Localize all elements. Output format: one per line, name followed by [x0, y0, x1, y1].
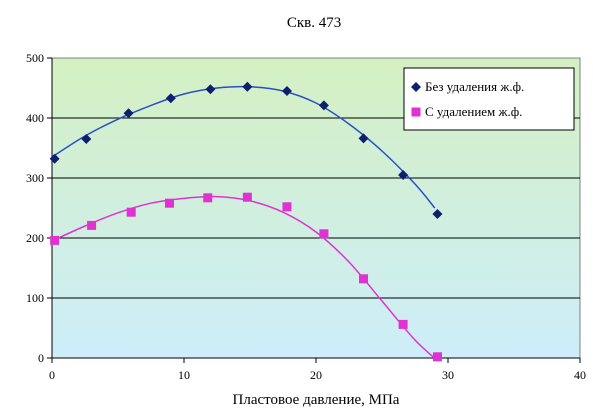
data-point-series-2: [242, 192, 252, 202]
ytick-label-200: 200: [26, 231, 44, 245]
ytick-label-300: 300: [26, 171, 44, 185]
data-point-series-2: [164, 198, 174, 208]
data-point-series-2: [398, 319, 408, 329]
data-point-series-1: [398, 170, 409, 180]
ytick-label-400: 400: [26, 111, 44, 125]
ytick-label-100: 100: [26, 291, 44, 305]
xtick-label-40: 40: [574, 368, 586, 382]
data-point-series-2: [87, 220, 97, 230]
xtick-label-10: 10: [178, 368, 190, 382]
y-tick-labels: 0 100 200 300 400 500: [26, 51, 44, 365]
legend-marker-2: [411, 107, 421, 117]
x-tick-labels: 0 10 20 30 40: [49, 368, 586, 382]
chart-title: Скв. 473: [287, 15, 341, 31]
data-point-series-1: [49, 153, 60, 164]
data-point-series-2: [126, 207, 136, 217]
data-point-series-1: [205, 84, 216, 95]
data-point-series-1: [432, 209, 443, 219]
data-point-series-1: [123, 108, 134, 119]
x-axis-label: Пластовое давление, МПа: [233, 392, 400, 408]
data-point-series-2: [203, 193, 213, 203]
data-point-series-2: [432, 352, 442, 362]
legend-marker-1: [411, 82, 421, 92]
legend-box: [403, 67, 575, 131]
xtick-label-20: 20: [310, 368, 322, 382]
data-point-series-2: [282, 202, 292, 212]
data-point-series-1: [358, 133, 369, 144]
data-point-series-2: [319, 229, 329, 239]
xtick-label-30: 30: [442, 368, 454, 382]
data-point-series-1: [81, 134, 92, 144]
data-point-series-1: [242, 81, 253, 92]
data-point-series-2: [359, 274, 369, 284]
data-point-series-1: [318, 100, 329, 111]
legend-label-2: С удалением ж.ф.: [425, 104, 522, 119]
data-point-series-1: [281, 86, 292, 96]
data-point-series-1: [165, 93, 176, 104]
ytick-label-0: 0: [38, 351, 44, 365]
data-point-series-2: [50, 235, 60, 245]
markers-group: [49, 81, 443, 362]
legend: Без удаления ж.ф. С удалением ж.ф.: [403, 67, 575, 131]
legend-label-1: Без удаления ж.ф.: [425, 79, 524, 94]
xtick-label-0: 0: [49, 368, 55, 382]
grid-lines: [52, 117, 580, 299]
ytick-label-500: 500: [26, 51, 44, 65]
